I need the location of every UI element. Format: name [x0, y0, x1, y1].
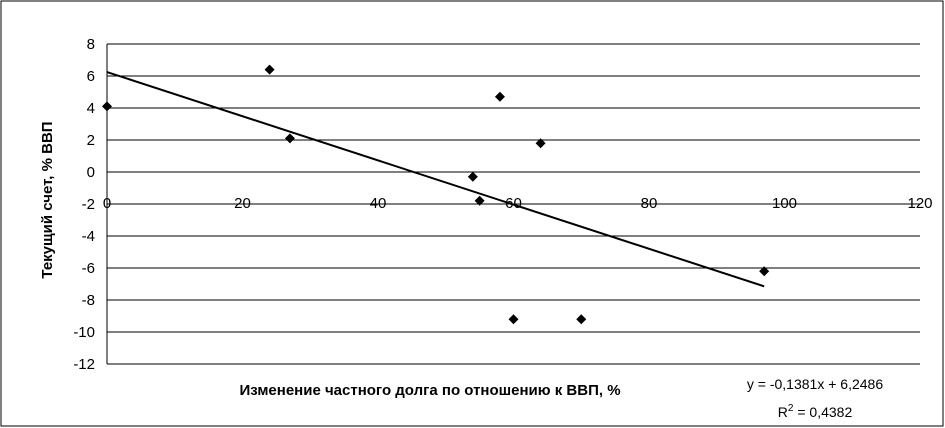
data-points	[102, 64, 770, 325]
y-tick-label: 4	[87, 100, 95, 117]
x-tick-label: 120	[907, 195, 932, 212]
data-point	[284, 133, 295, 144]
x-tick-label: 100	[772, 195, 797, 212]
data-point	[494, 91, 505, 102]
trendline-equation: y = -0,1381x + 6,2486	[747, 376, 883, 392]
data-point	[576, 314, 587, 325]
x-tick-label: 80	[641, 195, 658, 212]
y-tick-label: -10	[73, 324, 95, 341]
trendline	[106, 71, 765, 288]
y-tick-label: -8	[82, 292, 95, 309]
y-tick-label: 2	[87, 132, 95, 149]
y-axis-title: Текущий счет, % ВВП	[39, 121, 56, 278]
data-point	[535, 138, 546, 149]
x-axis-title: Изменение частного долга по отношению к …	[239, 382, 620, 399]
x-tick-labels: 0 20 40 60 80 100 120	[103, 195, 933, 212]
y-tick-label: 0	[87, 164, 95, 181]
data-point	[264, 64, 275, 75]
data-point	[467, 171, 478, 182]
y-tick-label: 8	[87, 36, 95, 53]
data-point	[759, 266, 770, 277]
r-squared-r: R	[778, 404, 788, 420]
r-squared-label: R2 = 0,4382	[778, 403, 853, 420]
y-tick-label: -4	[82, 228, 95, 245]
y-tick-label: -2	[82, 196, 95, 213]
y-tick-label: -12	[73, 356, 95, 373]
x-tick-label: 60	[505, 195, 522, 212]
x-tick-label: 40	[370, 195, 387, 212]
data-point	[508, 314, 519, 325]
y-tick-label: -6	[82, 260, 95, 277]
y-tick-labels: 8 6 4 2 0 -2 -4 -6 -8 -10 -12	[73, 36, 95, 373]
r-squared-value: = 0,4382	[793, 404, 852, 420]
x-tick-label: 20	[234, 195, 251, 212]
data-point	[102, 101, 112, 112]
data-point	[474, 195, 485, 206]
y-tick-label: 6	[87, 68, 95, 85]
x-tick-label: 0	[103, 195, 111, 212]
r-squared-sup: 2	[788, 403, 794, 414]
